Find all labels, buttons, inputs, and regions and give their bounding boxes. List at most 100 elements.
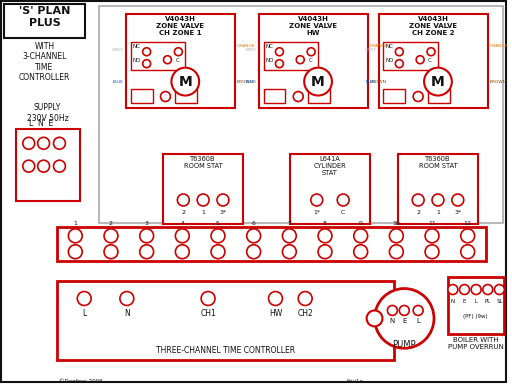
Text: BROWN: BROWN — [237, 80, 254, 84]
Circle shape — [23, 160, 35, 172]
Text: SL: SL — [496, 298, 503, 303]
Circle shape — [354, 229, 368, 243]
Circle shape — [337, 194, 349, 206]
Circle shape — [459, 285, 470, 295]
Text: HW: HW — [269, 310, 282, 318]
Circle shape — [413, 305, 423, 315]
Text: 6: 6 — [252, 221, 255, 226]
Text: 2: 2 — [109, 221, 113, 226]
Circle shape — [275, 48, 283, 56]
Circle shape — [268, 291, 283, 305]
Text: 1*: 1* — [313, 210, 320, 215]
Text: 11: 11 — [428, 221, 436, 226]
Circle shape — [424, 68, 452, 95]
Circle shape — [318, 229, 332, 243]
Text: 8: 8 — [323, 221, 327, 226]
Text: CH2: CH2 — [297, 310, 313, 318]
Circle shape — [307, 48, 315, 56]
Circle shape — [452, 194, 464, 206]
Text: CH1: CH1 — [200, 310, 216, 318]
Text: M: M — [431, 75, 445, 89]
Circle shape — [427, 48, 435, 56]
Text: ORANGE: ORANGE — [237, 44, 255, 48]
Text: C: C — [176, 58, 179, 63]
Circle shape — [69, 245, 82, 259]
Text: 9: 9 — [359, 221, 362, 226]
Text: N: N — [451, 298, 455, 303]
Circle shape — [247, 245, 261, 259]
Bar — [264, 42, 318, 70]
Text: NC: NC — [133, 44, 141, 49]
Text: BOILER WITH
PUMP OVERRUN: BOILER WITH PUMP OVERRUN — [447, 337, 504, 350]
Bar — [131, 89, 153, 104]
Circle shape — [448, 285, 458, 295]
Text: C: C — [341, 210, 346, 215]
Text: (PF) (9w): (PF) (9w) — [463, 315, 488, 320]
Bar — [57, 281, 394, 360]
Circle shape — [211, 229, 225, 243]
Circle shape — [77, 291, 91, 305]
Text: 7: 7 — [287, 221, 291, 226]
Circle shape — [471, 285, 481, 295]
Bar — [308, 89, 330, 104]
Text: V4043H
ZONE VALVE
CH ZONE 2: V4043H ZONE VALVE CH ZONE 2 — [409, 16, 457, 36]
Circle shape — [54, 137, 66, 149]
Circle shape — [201, 291, 215, 305]
Circle shape — [412, 194, 424, 206]
Circle shape — [293, 92, 303, 102]
Bar — [259, 14, 368, 109]
Text: L: L — [82, 310, 87, 318]
Text: M: M — [311, 75, 325, 89]
Circle shape — [495, 285, 504, 295]
Circle shape — [318, 245, 332, 259]
Circle shape — [283, 245, 296, 259]
Text: 'S' PLAN
PLUS: 'S' PLAN PLUS — [19, 6, 70, 28]
Text: PUMP: PUMP — [393, 340, 416, 349]
Text: NO: NO — [385, 58, 394, 63]
Circle shape — [217, 194, 229, 206]
Circle shape — [175, 48, 182, 56]
Bar — [378, 14, 487, 109]
Circle shape — [247, 229, 261, 243]
Text: WITH
3-CHANNEL
TIME
CONTROLLER: WITH 3-CHANNEL TIME CONTROLLER — [19, 42, 70, 82]
Text: NC: NC — [266, 44, 273, 49]
Circle shape — [163, 56, 172, 64]
Circle shape — [177, 194, 189, 206]
Text: THREE-CHANNEL TIME CONTROLLER: THREE-CHANNEL TIME CONTROLLER — [156, 346, 295, 355]
Circle shape — [432, 194, 444, 206]
Text: ORANGE: ORANGE — [370, 44, 388, 48]
Circle shape — [176, 245, 189, 259]
Circle shape — [390, 229, 403, 243]
Text: SUPPLY
230V 50Hz: SUPPLY 230V 50Hz — [27, 104, 69, 123]
Circle shape — [399, 305, 409, 315]
Text: V4043H
ZONE VALVE
CH ZONE 1: V4043H ZONE VALVE CH ZONE 1 — [156, 16, 204, 36]
Text: L: L — [475, 298, 478, 303]
Text: 2: 2 — [181, 210, 185, 215]
Text: 4: 4 — [180, 221, 184, 226]
Text: Kev1a: Kev1a — [347, 379, 364, 384]
Bar — [99, 6, 503, 223]
Text: E: E — [463, 298, 466, 303]
Circle shape — [275, 60, 283, 68]
Circle shape — [413, 92, 423, 102]
Circle shape — [375, 288, 434, 348]
Bar — [398, 154, 478, 224]
Bar — [4, 4, 85, 38]
Circle shape — [425, 229, 439, 243]
Text: ©Danfoss 2006: ©Danfoss 2006 — [59, 379, 103, 384]
Bar — [264, 89, 285, 104]
Circle shape — [283, 229, 296, 243]
Text: T6360B
ROOM STAT: T6360B ROOM STAT — [184, 156, 223, 169]
Text: BLUE: BLUE — [246, 80, 257, 84]
Text: BROWN: BROWN — [370, 80, 387, 84]
Circle shape — [69, 229, 82, 243]
Text: C: C — [428, 58, 432, 63]
Circle shape — [38, 160, 50, 172]
Circle shape — [298, 291, 312, 305]
Text: L: L — [416, 318, 420, 325]
Text: T6360B
ROOM STAT: T6360B ROOM STAT — [419, 156, 457, 169]
Circle shape — [390, 245, 403, 259]
Circle shape — [140, 245, 154, 259]
Text: PL: PL — [485, 298, 491, 303]
Circle shape — [461, 229, 475, 243]
